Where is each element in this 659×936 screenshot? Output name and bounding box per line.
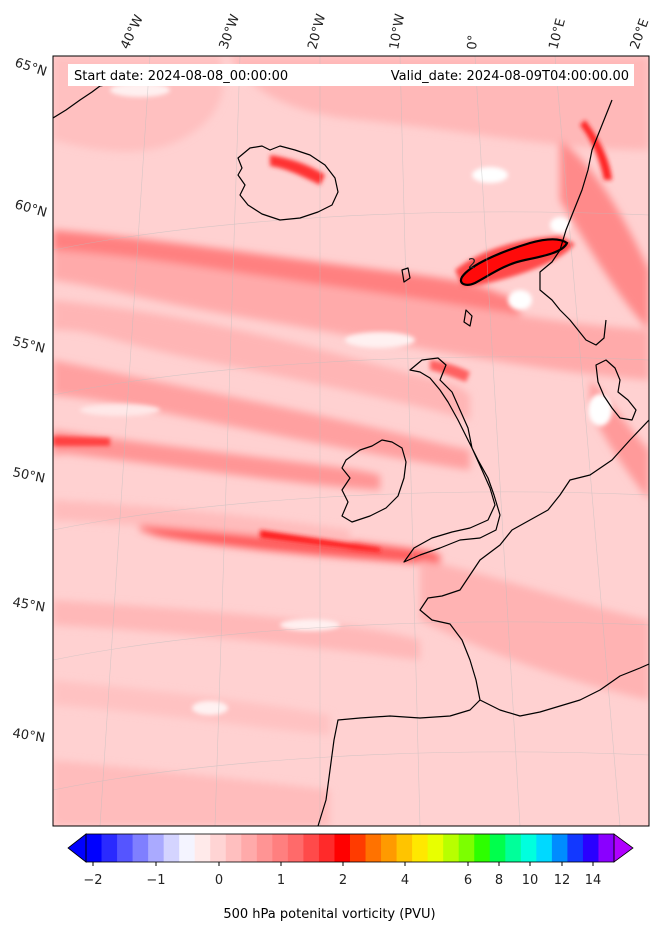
colorbar-cell bbox=[241, 834, 258, 862]
colorbar-tick: 0 bbox=[215, 862, 223, 888]
colorbar-tick: 14 bbox=[585, 862, 602, 888]
header-bar: Start date: 2024-08-08_00:00:00 Valid_da… bbox=[68, 64, 634, 86]
colorbar-tick-label: 1 bbox=[277, 873, 285, 888]
colorbar-cell bbox=[163, 834, 180, 862]
map-frame bbox=[52, 55, 650, 827]
island-coast bbox=[401, 267, 411, 283]
colorbar-tick: −2 bbox=[83, 862, 103, 888]
lon-label: 0° bbox=[465, 34, 481, 50]
colorbar-cell bbox=[350, 834, 367, 862]
graticule bbox=[53, 56, 649, 826]
colorbar-tick-label: 4 bbox=[401, 873, 409, 888]
colorbar-tick-label: 14 bbox=[585, 873, 602, 888]
lat-label: 40°N bbox=[11, 726, 46, 746]
colorbar-cell bbox=[427, 834, 444, 862]
colorbar-cell bbox=[225, 834, 242, 862]
colorbar-title: 500 hPa potenital vorticity (PVU) bbox=[223, 907, 436, 922]
colorbar-tick: 2 bbox=[339, 862, 347, 888]
header-background bbox=[68, 64, 634, 86]
colorbar-tick-label: 12 bbox=[554, 873, 571, 888]
ireland-coast bbox=[341, 439, 407, 523]
colorbar-cell bbox=[334, 834, 351, 862]
colorbar-cell bbox=[117, 834, 134, 862]
colorbar-tick: 6 bbox=[464, 862, 472, 888]
colorbar-cell bbox=[567, 834, 584, 862]
colorbar-cell bbox=[520, 834, 537, 862]
lat-label: 50°N bbox=[11, 465, 46, 486]
colorbar-cells bbox=[86, 834, 615, 862]
colorbar-tick: 1 bbox=[277, 862, 285, 888]
colorbar-cell bbox=[582, 834, 599, 862]
iceland-coast bbox=[237, 145, 339, 221]
colorbar-tick-label: 0 bbox=[215, 873, 223, 888]
lon-label: 10°W bbox=[387, 13, 408, 51]
lat-label: 55°N bbox=[11, 334, 46, 356]
lat-label: 45°N bbox=[11, 595, 46, 615]
colorbar-cell bbox=[505, 834, 522, 862]
colorbar-cell bbox=[443, 834, 460, 862]
colorbar-tick: 8 bbox=[495, 862, 503, 888]
colorbar-tick-label: −1 bbox=[146, 873, 165, 888]
colorbar-cell bbox=[272, 834, 289, 862]
colorbar-tick-label: 6 bbox=[464, 873, 472, 888]
colorbar-tick: 10 bbox=[522, 862, 539, 888]
colorbar-frame bbox=[85, 833, 615, 863]
island-coast bbox=[463, 309, 473, 327]
colorbar-cell bbox=[412, 834, 429, 862]
pv-field-low-patches bbox=[80, 83, 612, 715]
colorbar-cell bbox=[256, 834, 273, 862]
coastlines bbox=[53, 79, 649, 826]
colorbar-cell bbox=[489, 834, 506, 862]
britain-coast bbox=[403, 357, 501, 563]
colorbar-cell bbox=[148, 834, 165, 862]
colorbar-tick: 12 bbox=[554, 862, 571, 888]
colorbar-ticks: −2 −1 0 1 2 4 6 8 10 12 14 bbox=[83, 862, 601, 888]
latitude-labels: 65°N 60°N 55°N 50°N 45°N 40°N bbox=[11, 56, 49, 747]
colorbar-cell bbox=[365, 834, 382, 862]
colorbar-cell bbox=[598, 834, 615, 862]
colorbar-cell bbox=[458, 834, 475, 862]
lat-label: 60°N bbox=[13, 197, 49, 220]
mediterranean-coast bbox=[479, 663, 649, 717]
longitude-labels: 40°W 30°W 20°W 10°W 0° 10°E 20°E bbox=[118, 12, 652, 51]
colorbar-cell bbox=[303, 834, 320, 862]
lon-label: 30°W bbox=[217, 12, 243, 51]
colorbar-cell bbox=[287, 834, 304, 862]
colorbar-cell bbox=[396, 834, 413, 862]
map-panel: 2 bbox=[53, 56, 649, 826]
colorbar-cell bbox=[210, 834, 227, 862]
continent-coast bbox=[317, 419, 649, 826]
colorbar-cell bbox=[536, 834, 553, 862]
lon-label: 20°W bbox=[305, 12, 329, 51]
valid-date-text: Valid_date: 2024-08-09T04:00:00.00 bbox=[391, 69, 629, 84]
colorbar-tick-label: 10 bbox=[522, 873, 539, 888]
colorbar-tick-label: 8 bbox=[495, 873, 503, 888]
colorbar-over-arrow bbox=[613, 833, 634, 863]
contour-label: 2 bbox=[468, 257, 476, 272]
colorbar-cell bbox=[474, 834, 491, 862]
colorbar-cell bbox=[132, 834, 149, 862]
lon-label: 20°E bbox=[628, 17, 653, 52]
colorbar-cell bbox=[551, 834, 568, 862]
colorbar-tick: 4 bbox=[401, 862, 409, 888]
colorbar-cell bbox=[381, 834, 398, 862]
lon-label: 40°W bbox=[118, 13, 147, 52]
colorbar-under-arrow bbox=[67, 833, 87, 863]
lat-label: 65°N bbox=[13, 56, 49, 80]
colorbar-cell bbox=[86, 834, 103, 862]
colorbar-tick: −1 bbox=[146, 862, 166, 888]
colorbar-cell bbox=[318, 834, 335, 862]
lon-label: 10°E bbox=[546, 17, 569, 51]
norway-coast bbox=[539, 99, 613, 346]
colorbar: −2 −1 0 1 2 4 6 8 10 12 14 bbox=[67, 833, 634, 888]
colorbar-tick-label: 2 bbox=[339, 873, 347, 888]
colorbar-cell bbox=[101, 834, 118, 862]
colorbar-cell bbox=[179, 834, 196, 862]
colorbar-cell bbox=[194, 834, 211, 862]
denmark-coast bbox=[595, 359, 637, 421]
start-date-text: Start date: 2024-08-08_00:00:00 bbox=[74, 69, 288, 84]
colorbar-tick-label: −2 bbox=[83, 873, 102, 888]
